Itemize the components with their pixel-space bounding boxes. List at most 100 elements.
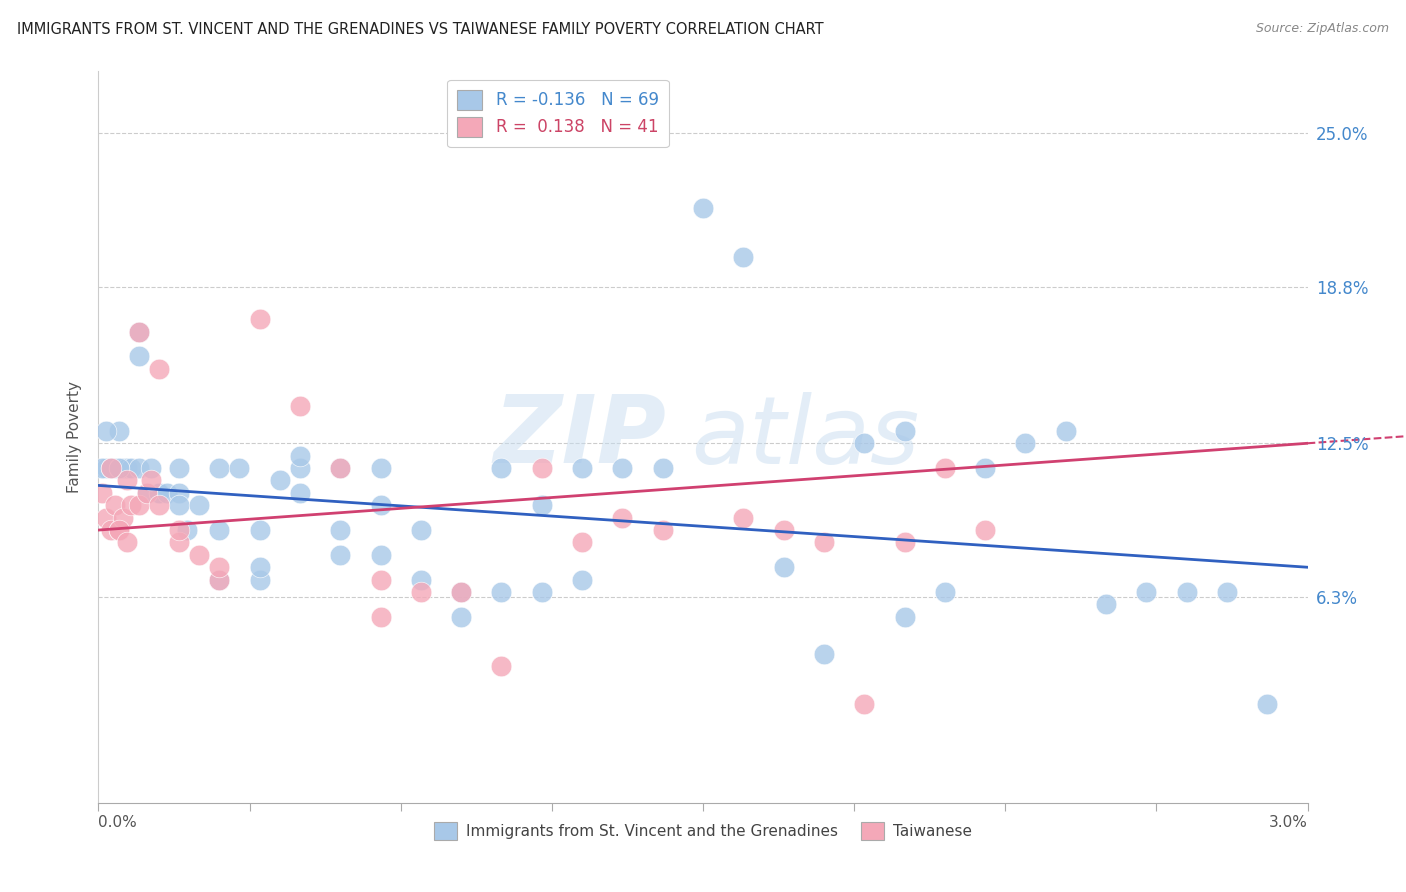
Point — [813, 535, 835, 549]
Legend: Immigrants from St. Vincent and the Grenadines, Taiwanese: Immigrants from St. Vincent and the Gren… — [427, 815, 979, 847]
Point — [128, 350, 150, 364]
Text: atlas: atlas — [690, 392, 920, 483]
Point — [651, 523, 673, 537]
Point — [772, 523, 794, 537]
Text: 3.0%: 3.0% — [1268, 815, 1308, 830]
Point — [1054, 424, 1077, 438]
Point — [107, 523, 129, 537]
Point — [167, 535, 190, 549]
Point — [288, 449, 311, 463]
Point — [128, 498, 150, 512]
Point — [135, 486, 157, 500]
Point — [853, 697, 876, 711]
Point — [100, 523, 122, 537]
Text: Source: ZipAtlas.com: Source: ZipAtlas.com — [1256, 22, 1389, 36]
Point — [120, 461, 142, 475]
Point — [103, 461, 125, 475]
Point — [409, 523, 432, 537]
Point — [139, 474, 162, 488]
Point — [249, 560, 271, 574]
Point — [491, 461, 513, 475]
Point — [530, 585, 553, 599]
Point — [208, 461, 231, 475]
Point — [288, 461, 311, 475]
Point — [450, 610, 472, 624]
Point — [188, 498, 211, 512]
Point — [188, 548, 211, 562]
Point — [167, 461, 190, 475]
Point — [530, 498, 553, 512]
Point — [370, 610, 392, 624]
Point — [111, 461, 134, 475]
Point — [208, 573, 231, 587]
Point — [370, 461, 392, 475]
Text: IMMIGRANTS FROM ST. VINCENT AND THE GRENADINES VS TAIWANESE FAMILY POVERTY CORRE: IMMIGRANTS FROM ST. VINCENT AND THE GREN… — [17, 22, 824, 37]
Point — [1175, 585, 1198, 599]
Point — [893, 424, 915, 438]
Point — [612, 461, 634, 475]
Point — [450, 585, 472, 599]
Point — [733, 250, 755, 264]
Point — [91, 486, 114, 500]
Point — [128, 325, 150, 339]
Point — [208, 573, 231, 587]
Point — [612, 510, 634, 524]
Point — [115, 535, 138, 549]
Point — [148, 362, 170, 376]
Point — [813, 647, 835, 661]
Point — [934, 461, 956, 475]
Text: 0.0%: 0.0% — [98, 815, 138, 830]
Point — [128, 461, 150, 475]
Point — [148, 486, 170, 500]
Point — [135, 486, 157, 500]
Point — [120, 498, 142, 512]
Point — [100, 461, 122, 475]
Point — [530, 461, 553, 475]
Point — [139, 461, 162, 475]
Point — [409, 585, 432, 599]
Point — [893, 610, 915, 624]
Point — [491, 659, 513, 673]
Point — [103, 498, 125, 512]
Point — [96, 510, 118, 524]
Point — [156, 486, 179, 500]
Point — [329, 461, 352, 475]
Point — [1216, 585, 1239, 599]
Point — [1095, 598, 1118, 612]
Point — [974, 461, 997, 475]
Point — [269, 474, 291, 488]
Point — [893, 535, 915, 549]
Point — [107, 424, 129, 438]
Point — [128, 325, 150, 339]
Point — [370, 573, 392, 587]
Point — [148, 486, 170, 500]
Point — [571, 461, 593, 475]
Point — [176, 523, 198, 537]
Point — [974, 523, 997, 537]
Point — [249, 573, 271, 587]
Point — [91, 461, 114, 475]
Point — [571, 573, 593, 587]
Point — [208, 560, 231, 574]
Point — [249, 312, 271, 326]
Point — [107, 523, 129, 537]
Point — [772, 560, 794, 574]
Text: ZIP: ZIP — [494, 391, 666, 483]
Point — [167, 523, 190, 537]
Point — [208, 523, 231, 537]
Point — [100, 461, 122, 475]
Point — [167, 498, 190, 512]
Point — [115, 474, 138, 488]
Point — [288, 399, 311, 413]
Point — [329, 548, 352, 562]
Point — [1135, 585, 1157, 599]
Point — [651, 461, 673, 475]
Point — [491, 585, 513, 599]
Point — [450, 585, 472, 599]
Y-axis label: Family Poverty: Family Poverty — [67, 381, 83, 493]
Point — [167, 486, 190, 500]
Point — [733, 510, 755, 524]
Point — [329, 461, 352, 475]
Point — [288, 486, 311, 500]
Point — [96, 424, 118, 438]
